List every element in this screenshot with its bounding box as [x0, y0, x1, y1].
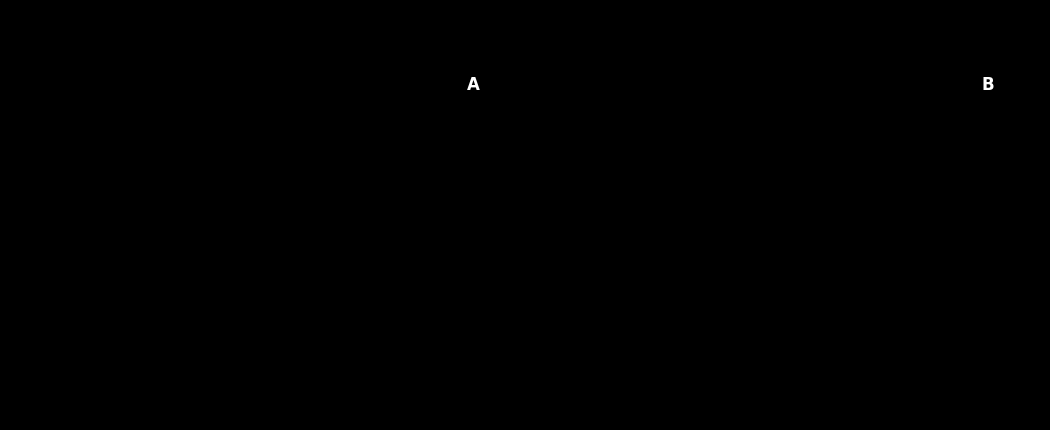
Text: A: A — [467, 76, 480, 93]
Text: B: B — [982, 76, 994, 93]
